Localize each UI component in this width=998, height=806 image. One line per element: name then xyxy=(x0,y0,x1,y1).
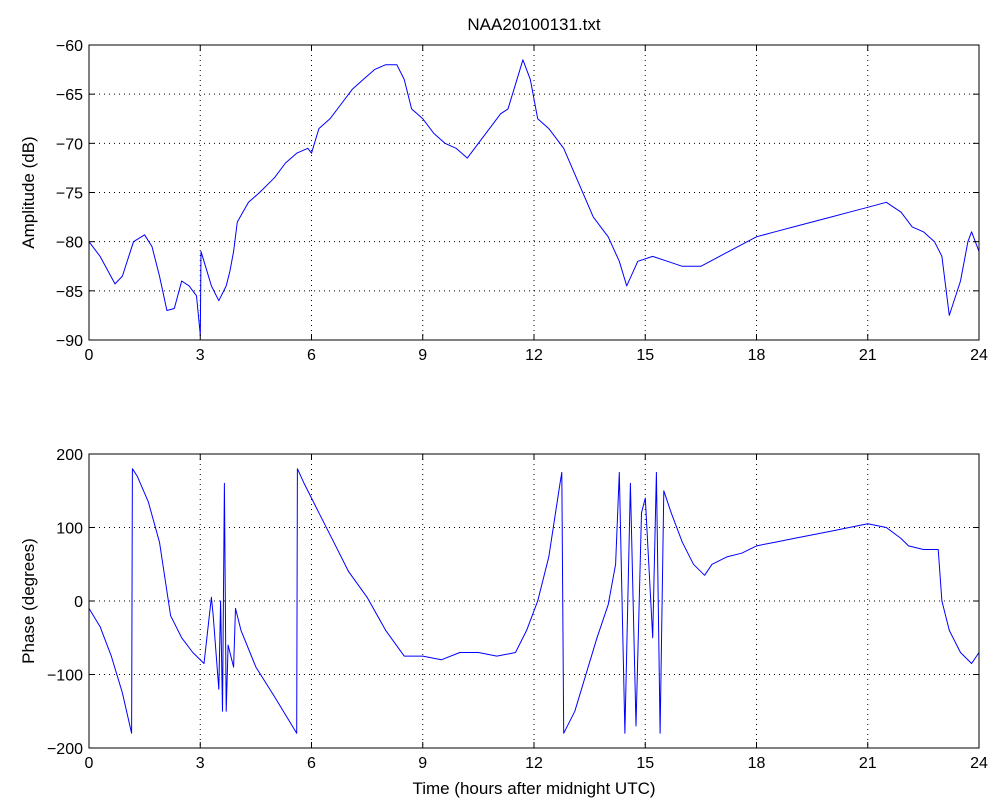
phase-ytick-label: −100 xyxy=(47,668,83,685)
phase-xtick-label: 21 xyxy=(859,755,877,772)
amplitude-xtick-label: 3 xyxy=(196,347,205,364)
phase-panel: 0 3 6 9 12 15 18 21 24 −200 −100 0 100 200 Phase (degr… xyxy=(19,447,988,798)
phase-ylabel: Phase (degrees) xyxy=(19,538,38,664)
amplitude-ytick-label: −90 xyxy=(56,333,83,350)
amplitude-ytick-label: −65 xyxy=(56,87,83,104)
phase-xtick-label: 15 xyxy=(636,755,654,772)
amplitude-xtick-label: 15 xyxy=(636,347,654,364)
amplitude-xtick-label: 12 xyxy=(525,347,543,364)
phase-ytick-label: −200 xyxy=(47,741,83,758)
amplitude-xtick-label: 6 xyxy=(307,347,316,364)
amplitude-ytick-label: −70 xyxy=(56,136,83,153)
phase-xtick-label: 12 xyxy=(525,755,543,772)
amplitude-xtick-label: 9 xyxy=(418,347,427,364)
amplitude-ytick-label: −60 xyxy=(56,38,83,55)
phase-xlabel: Time (hours after midnight UTC) xyxy=(412,779,655,798)
amplitude-xtick-label: 24 xyxy=(970,347,988,364)
phase-ytick-label: 0 xyxy=(74,594,83,611)
amplitude-ytick-label: −80 xyxy=(56,235,83,252)
phase-ytick-label: 200 xyxy=(56,447,83,464)
amplitude-ytick-label: −75 xyxy=(56,186,83,203)
phase-xtick-label: 3 xyxy=(196,755,205,772)
figure-title: NAA20100131.txt xyxy=(467,15,601,34)
phase-xtick-label: 24 xyxy=(970,755,988,772)
phase-xtick-label: 18 xyxy=(748,755,766,772)
amplitude-ytick-label: −85 xyxy=(56,284,83,301)
phase-xtick-label: 9 xyxy=(418,755,427,772)
amplitude-xtick-label: 18 xyxy=(748,347,766,364)
amplitude-panel: 0 3 6 9 12 15 18 21 24 −90 −85 −80 −75 −70 −65 −60 Ampli… xyxy=(19,38,988,364)
amplitude-xtick-label: 21 xyxy=(859,347,877,364)
amplitude-ylabel: Amplitude (dB) xyxy=(19,136,38,248)
amplitude-xtick-label: 0 xyxy=(85,347,94,364)
phase-series-line xyxy=(88,468,980,734)
phase-ytick-label: 100 xyxy=(56,521,83,538)
phase-xtick-label: 6 xyxy=(307,755,316,772)
amplitude-series-line xyxy=(88,59,980,336)
phase-xtick-label: 0 xyxy=(85,755,94,772)
